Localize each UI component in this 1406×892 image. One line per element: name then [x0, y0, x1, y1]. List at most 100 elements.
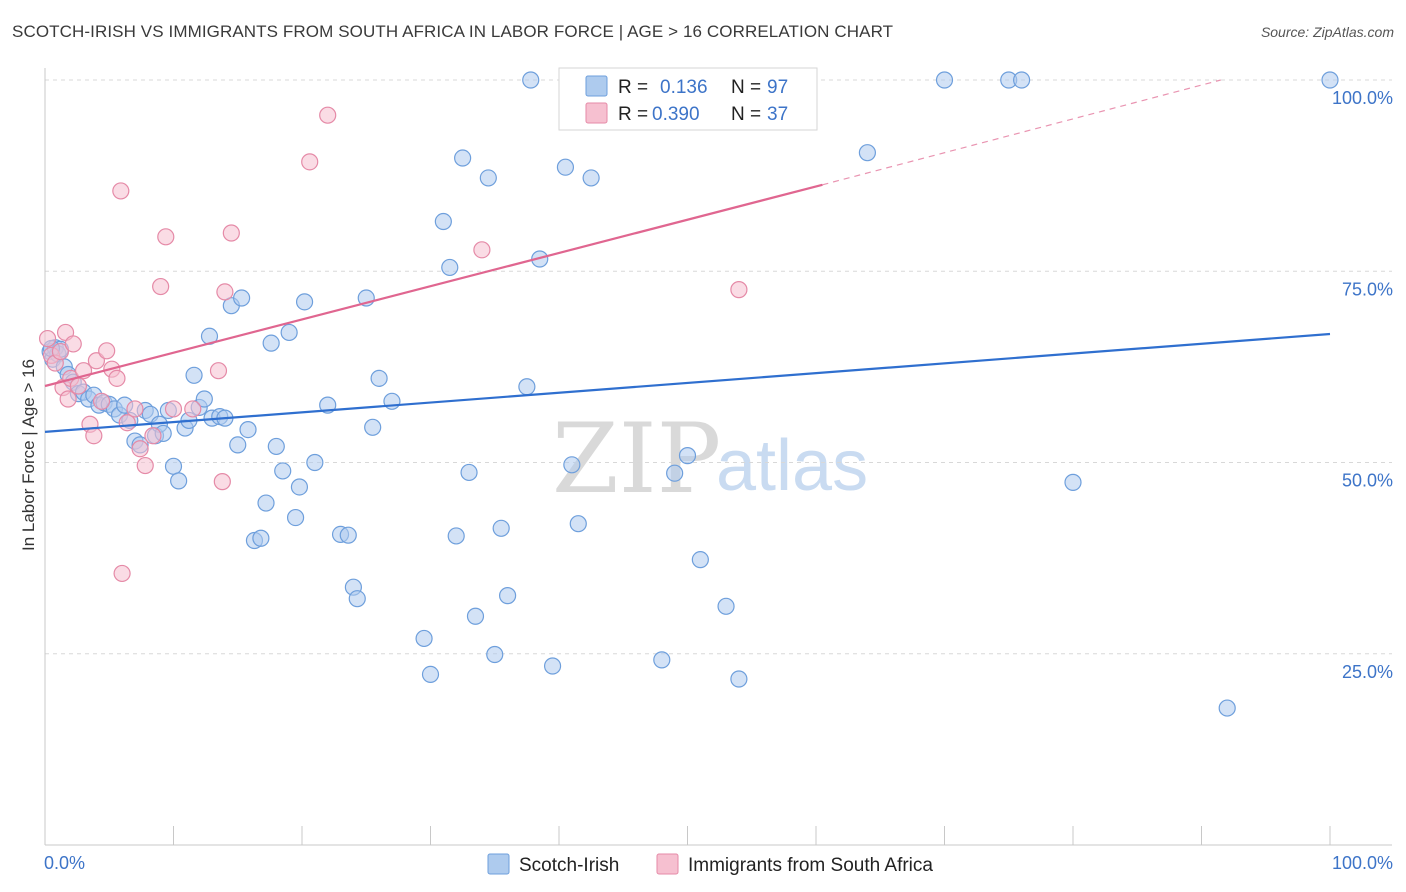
scotch-irish-point: [280, 323, 298, 342]
legend-n-label-blue: N =: [731, 77, 761, 98]
series-scotch-irish-points: [41, 71, 1339, 717]
scotch-irish-point: [339, 526, 357, 544]
bottom-legend-swatch-pink: [656, 853, 679, 875]
scotch-irish-point: [295, 293, 314, 311]
south-africa-point: [730, 281, 748, 299]
trend-lines: [44, 79, 1331, 433]
scotch-irish-point: [229, 436, 247, 454]
scotch-irish-point: [569, 515, 587, 533]
south-africa-point: [473, 241, 491, 259]
chart-title: SCOTCH-IRISH VS IMMIGRANTS FROM SOUTH AF…: [12, 22, 894, 41]
south-africa-point: [301, 153, 319, 171]
legend-swatch-pink: [585, 102, 608, 124]
scotch-irish-point: [935, 71, 954, 89]
scotch-irish-point: [415, 629, 433, 648]
scotch-irish-point: [556, 158, 575, 176]
y-axis-label: In Labor Force | Age > 16: [19, 359, 38, 551]
scotch-irish-point: [563, 456, 581, 474]
scotch-irish-point: [582, 169, 600, 187]
scotch-irish-point: [262, 334, 280, 352]
scotch-irish-point: [290, 478, 309, 496]
scotch-irish-point: [486, 645, 504, 664]
south-africa-point: [126, 400, 144, 418]
scotch-irish-point: [274, 462, 292, 480]
scotch-irish-point: [164, 457, 183, 475]
south-africa-point: [108, 369, 126, 387]
scotch-irish-point: [479, 169, 497, 187]
scotch-irish-point: [306, 453, 324, 472]
y-tick-label: 25.0%: [1342, 662, 1393, 682]
scotch-irish-point: [1012, 71, 1031, 89]
south-africa-point: [112, 182, 130, 200]
legend-r-value-blue: 0.136: [660, 77, 708, 98]
south-africa-point: [152, 277, 170, 296]
bottom-legend: Scotch-Irish Immigrants from South Afric…: [487, 853, 933, 876]
south-africa-point: [87, 352, 106, 370]
scotch-irish-point: [370, 369, 388, 387]
south-africa-point: [92, 392, 111, 410]
legend-n-value-pink: 37: [767, 104, 788, 125]
legend-n-value-blue: 97: [767, 77, 788, 98]
south-africa-point: [131, 440, 149, 458]
y-tick-labels: 25.0% 50.0% 75.0% 100.0%: [1332, 88, 1393, 682]
scotch-irish-point: [543, 657, 562, 675]
south-africa-point: [85, 427, 103, 445]
scotch-irish-point: [447, 527, 465, 545]
scotch-irish-point: [348, 590, 366, 608]
scotch-irish-point: [466, 607, 485, 625]
scotch-irish-point: [858, 144, 877, 162]
x-tick-label-max: 100.0%: [1332, 853, 1393, 873]
source-label: Source: ZipAtlas.com: [1260, 24, 1394, 40]
south-africa-point: [209, 362, 228, 380]
scotch-irish-point: [678, 447, 697, 465]
south-africa-point: [69, 377, 88, 395]
correlation-legend: R = 0.136 N = 97 R = 0.390 N = 37: [558, 67, 818, 131]
scotch-irish-point: [717, 597, 735, 615]
series-south-africa-points: [38, 106, 748, 583]
scotch-irish-point: [1218, 699, 1236, 717]
scotch-irish-point: [257, 494, 275, 512]
legend-n-label-pink: N =: [731, 104, 761, 125]
south-africa-point: [136, 456, 154, 475]
scotch-irish-point: [460, 463, 478, 482]
scotch-irish-point: [492, 519, 510, 537]
scotch-irish-point: [1064, 473, 1082, 491]
scotch-irish-point: [441, 258, 459, 277]
scotch-irish-point: [364, 418, 382, 436]
y-tick-label: 100.0%: [1332, 88, 1393, 108]
legend-r-label-blue: R =: [618, 77, 648, 98]
south-africa-point: [51, 342, 70, 361]
south-africa-point: [113, 564, 131, 583]
bottom-legend-label-blue: Scotch-Irish: [519, 855, 619, 876]
south-africa-point: [216, 283, 234, 301]
scotch-irish-point: [252, 529, 270, 547]
south-africa-point: [98, 342, 116, 360]
scotch-irish-point: [185, 366, 203, 384]
trend-line-scotch-irish: [44, 332, 1331, 433]
south-africa-point: [213, 473, 231, 491]
scotch-irish-point: [195, 390, 213, 408]
south-africa-point: [164, 400, 183, 418]
scotch-irish-point: [434, 212, 452, 231]
legend-swatch-blue: [585, 75, 608, 97]
legend-r-value-pink: 0.390: [652, 104, 700, 125]
watermark-atlas: atlas: [716, 426, 868, 506]
y-tick-label: 75.0%: [1342, 279, 1393, 299]
scotch-irish-point: [518, 378, 536, 396]
south-africa-point: [64, 335, 82, 353]
scotch-irish-point: [454, 149, 472, 167]
bottom-legend-label-pink: Immigrants from South Africa: [688, 855, 933, 876]
gridlines: [45, 79, 1392, 655]
south-africa-point: [222, 224, 240, 242]
south-africa-point: [59, 390, 77, 408]
scotch-irish-point: [730, 670, 748, 688]
south-africa-point: [157, 228, 175, 246]
scotch-irish-point: [239, 421, 257, 439]
scotch-irish-point: [170, 472, 188, 490]
legend-r-label-pink: R =: [618, 104, 648, 125]
south-africa-point: [38, 329, 57, 348]
scotch-irish-point: [421, 665, 440, 684]
scotch-irish-point: [499, 587, 517, 605]
scotch-irish-point: [653, 651, 671, 669]
